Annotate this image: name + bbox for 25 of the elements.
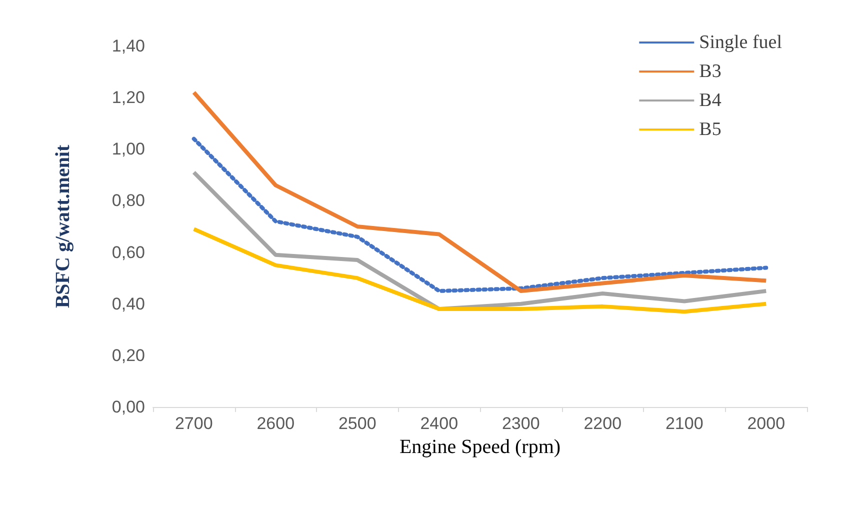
- y-tick-label: 0,00: [112, 398, 145, 416]
- y-tick-label: 0,80: [112, 191, 145, 210]
- x-tick-label: 2400: [420, 414, 458, 433]
- y-tick-label: 1,00: [112, 140, 145, 159]
- y-tick-label: 0,60: [112, 242, 145, 262]
- y-tick-label: 1,20: [112, 88, 145, 108]
- y-tick-label: 0,40: [112, 294, 145, 314]
- x-tick-label: 2100: [665, 414, 704, 433]
- line-series: [192, 90, 768, 293]
- legend-label: B4: [699, 90, 722, 111]
- y-tick-label: 0,20: [112, 346, 145, 365]
- legend-label: Single fuel: [699, 32, 782, 53]
- legend-label: B5: [699, 119, 722, 140]
- x-tick-label: 2300: [502, 414, 540, 433]
- x-tick-label: 2000: [747, 414, 786, 433]
- x-tick-label: 2500: [338, 414, 376, 433]
- x-tick-label: 2200: [584, 414, 622, 433]
- x-tick-label: 2700: [174, 414, 213, 433]
- legend-label: B3: [699, 61, 722, 82]
- line-series: [192, 227, 768, 314]
- x-axis-title: Engine Speed (rpm): [399, 436, 561, 458]
- line-series: [192, 136, 768, 293]
- x-tick-label: 2600: [256, 414, 295, 433]
- y-tick-label: 1,40: [112, 36, 145, 56]
- y-axis-title: BSFC g/watt.menit: [52, 144, 74, 308]
